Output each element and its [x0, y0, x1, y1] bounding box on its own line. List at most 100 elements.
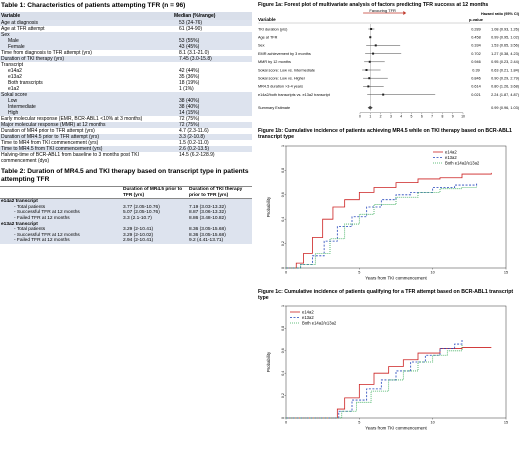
table2-row: - Failed TFR at 12 months 3.3 (2.1-10.7) 8… [0, 215, 252, 222]
y-tick-label: 0.8 [281, 168, 285, 173]
forest-hr-value: 2.24 (1.87, 4.87) [491, 93, 520, 97]
table1-row: Transcript [0, 62, 252, 68]
table1-variable: Time to MR4.5 from TKI commencement (yrs… [0, 146, 173, 152]
forest-hr-value: 1.08 (0.93, 1.26) [491, 28, 520, 32]
y-tick-label: 0.4 [281, 371, 285, 376]
table2-mr45-value: 3.29 (2-10.02) [122, 232, 188, 239]
y-tick-label: 0.6 [281, 348, 285, 353]
table1-row: Halving-time of BCR-ABL1 from baseline t… [0, 152, 252, 164]
forest-hr-value: 0.80 (1.26, 3.68) [491, 85, 520, 89]
forest-hr-value: 1.53 (0.65, 3.56) [491, 44, 520, 48]
x-tick-label: 15 [504, 270, 508, 274]
forest-x-tick-label: 3 [390, 115, 392, 119]
forest-col-p: p-value [469, 17, 484, 22]
forest-point [368, 77, 371, 80]
y-tick-label: 0.2 [281, 241, 285, 246]
forest-hr-value: 0.99 (0.96, 1.03) [491, 106, 520, 110]
table2-row-label: - Successful TFR at 12 months [0, 210, 122, 216]
legend-label: Both e14a2/e13a2 [302, 320, 337, 325]
table1-value [173, 92, 252, 98]
favouring-label: Favouring TFR [369, 9, 396, 13]
table1-variable: Age at diagnosis [0, 20, 173, 26]
forest-point [369, 36, 372, 39]
forest-point [374, 44, 377, 47]
table1-value: 42 (44%) [179, 68, 200, 74]
table2-tki-value: 8.86 (3.48-10.82) [188, 215, 252, 222]
table1-variable: Both transcripts [8, 80, 43, 86]
table1-row: Duration of TKI therapy (yrs) 7.45 (3.0-1… [0, 56, 252, 62]
table2-mr45-value: 5.07 (2.05-10.76) [122, 210, 188, 216]
table1-row: Sokal score [0, 92, 252, 98]
table1-variable: Sokal score [0, 92, 173, 98]
table2-mr45-value: 3.29 (2-10.41) [122, 227, 188, 233]
left-column: Table 1: Characteristics of patients att… [0, 0, 252, 244]
x-tick-label: 0 [285, 270, 287, 274]
table1-variable: Duration of MR4 prior to TFR attempt (yr… [1, 128, 95, 134]
table1-value: 43 (45%) [173, 44, 252, 50]
table1-row: Both transcripts 18 (19%) [0, 80, 252, 86]
table1-variable: Transcript [1, 62, 24, 68]
x-tick-label: 0 [285, 421, 287, 425]
table1-value: 1.5 (0.2-11.0) [179, 140, 209, 146]
x-tick-label: 10 [431, 270, 435, 274]
table1-row: Age at diagnosis 53 (24-76) [0, 20, 252, 26]
x-tick-label: 5 [358, 270, 360, 274]
forest-point [372, 52, 375, 55]
table1-row: Time to MR4.5 from TKI commencement (yrs… [0, 146, 252, 152]
table1-variable: Duration of MR4.5 prior to TFR attempt (… [0, 134, 173, 140]
table2-header-row: Duration of MR4.5 prior to TFR (yrs) Dur… [0, 185, 252, 200]
table1-value: 53 (24-76) [173, 20, 252, 26]
table2-tki-value: 9.2 (4.41-13.71) [188, 238, 252, 244]
table1-row: e14a2 42 (44%) [0, 68, 252, 74]
table2-mr45-value: 3.77 (2.05-10.76) [122, 204, 188, 211]
series-line [286, 347, 492, 419]
table1-variable: Age at TFR attempt [1, 26, 45, 32]
table1-row: Intermediate 38 (40%) [0, 104, 252, 110]
table1-variable: Early molecular response (EMR, BCR-ABL1 … [1, 116, 143, 122]
table1-row: Sex [0, 32, 252, 38]
table1-row: Male 53 (55%) [0, 38, 252, 44]
forest-p-value: 0.334 [471, 44, 481, 48]
forest-point [382, 93, 385, 96]
y-axis-label: Probability [266, 196, 271, 217]
table2-header-blank [0, 185, 122, 200]
table1-body: Variable Median (%/range) Age at diagnos… [0, 12, 252, 164]
forest-variable-label: MR4.5 duration >3-4 years [258, 85, 303, 89]
table2-tki-value: 8.87 (3.06-13.32) [188, 210, 252, 216]
table1-variable: Male [0, 38, 173, 44]
y-tick-label: 0.2 [281, 393, 285, 398]
table1-row: Age at TFR attempt 61 (34-90) [0, 26, 252, 32]
forest-variable-label: TKI duration (yrs) [258, 28, 288, 32]
plot-frame [285, 305, 507, 419]
series-line [286, 185, 478, 269]
y-tick-label: 0 [281, 267, 285, 269]
forest-x-tick-label: 0 [359, 115, 361, 119]
forest-variable-label: Sokal score: Low vs. Higher [258, 77, 306, 81]
table1-value [173, 32, 252, 38]
table1-value: 72 (75%) [179, 116, 200, 122]
table1-variable: e14a2 [8, 68, 22, 74]
table2-row: - Successful TFR at 12 months 5.07 (2.05-… [0, 210, 252, 216]
x-tick-label: 5 [358, 421, 360, 425]
table1-title: Table 1: Characteristics of patients att… [1, 2, 186, 9]
table1-row: e13a2 35 (36%) [0, 74, 252, 80]
forest-hr-value: 0.95 (0.23, 2.44) [491, 60, 520, 64]
table1-value: 8.1 (3.1-21.0) [179, 50, 210, 56]
table2-row-label: - Successful TFR at 12 months [0, 232, 122, 239]
forest-p-value: 0.39 [472, 69, 479, 73]
table1-value: 61 (34-90) [179, 26, 203, 32]
table1-row: e1a2 1 (1%) [0, 86, 252, 92]
forest-variable-label: MMR by 12 months [258, 60, 291, 64]
table1-row: Time from diagnosis to TFR attempt (yrs)… [0, 50, 252, 56]
y-tick-label: 0.8 [281, 326, 285, 331]
table1-row: Time to MR4 from TKI commencement (yrs) 1… [0, 140, 252, 146]
table2-row-label: - Total patients [0, 227, 122, 233]
table1-variable: Major molecular response (MMR) at 12 mon… [0, 122, 173, 128]
forest-variable-label: Sex [258, 44, 265, 48]
table2-row: - Successful TFR at 12 months 3.29 (2-10.… [0, 232, 252, 239]
forest-hr-value: 0.63 (0.21, 1.84) [491, 69, 520, 73]
forest-hr-value: 1.27 (0.38, 4.23) [491, 52, 520, 56]
y-tick-label: 1 [281, 305, 285, 307]
series-line [286, 182, 478, 269]
